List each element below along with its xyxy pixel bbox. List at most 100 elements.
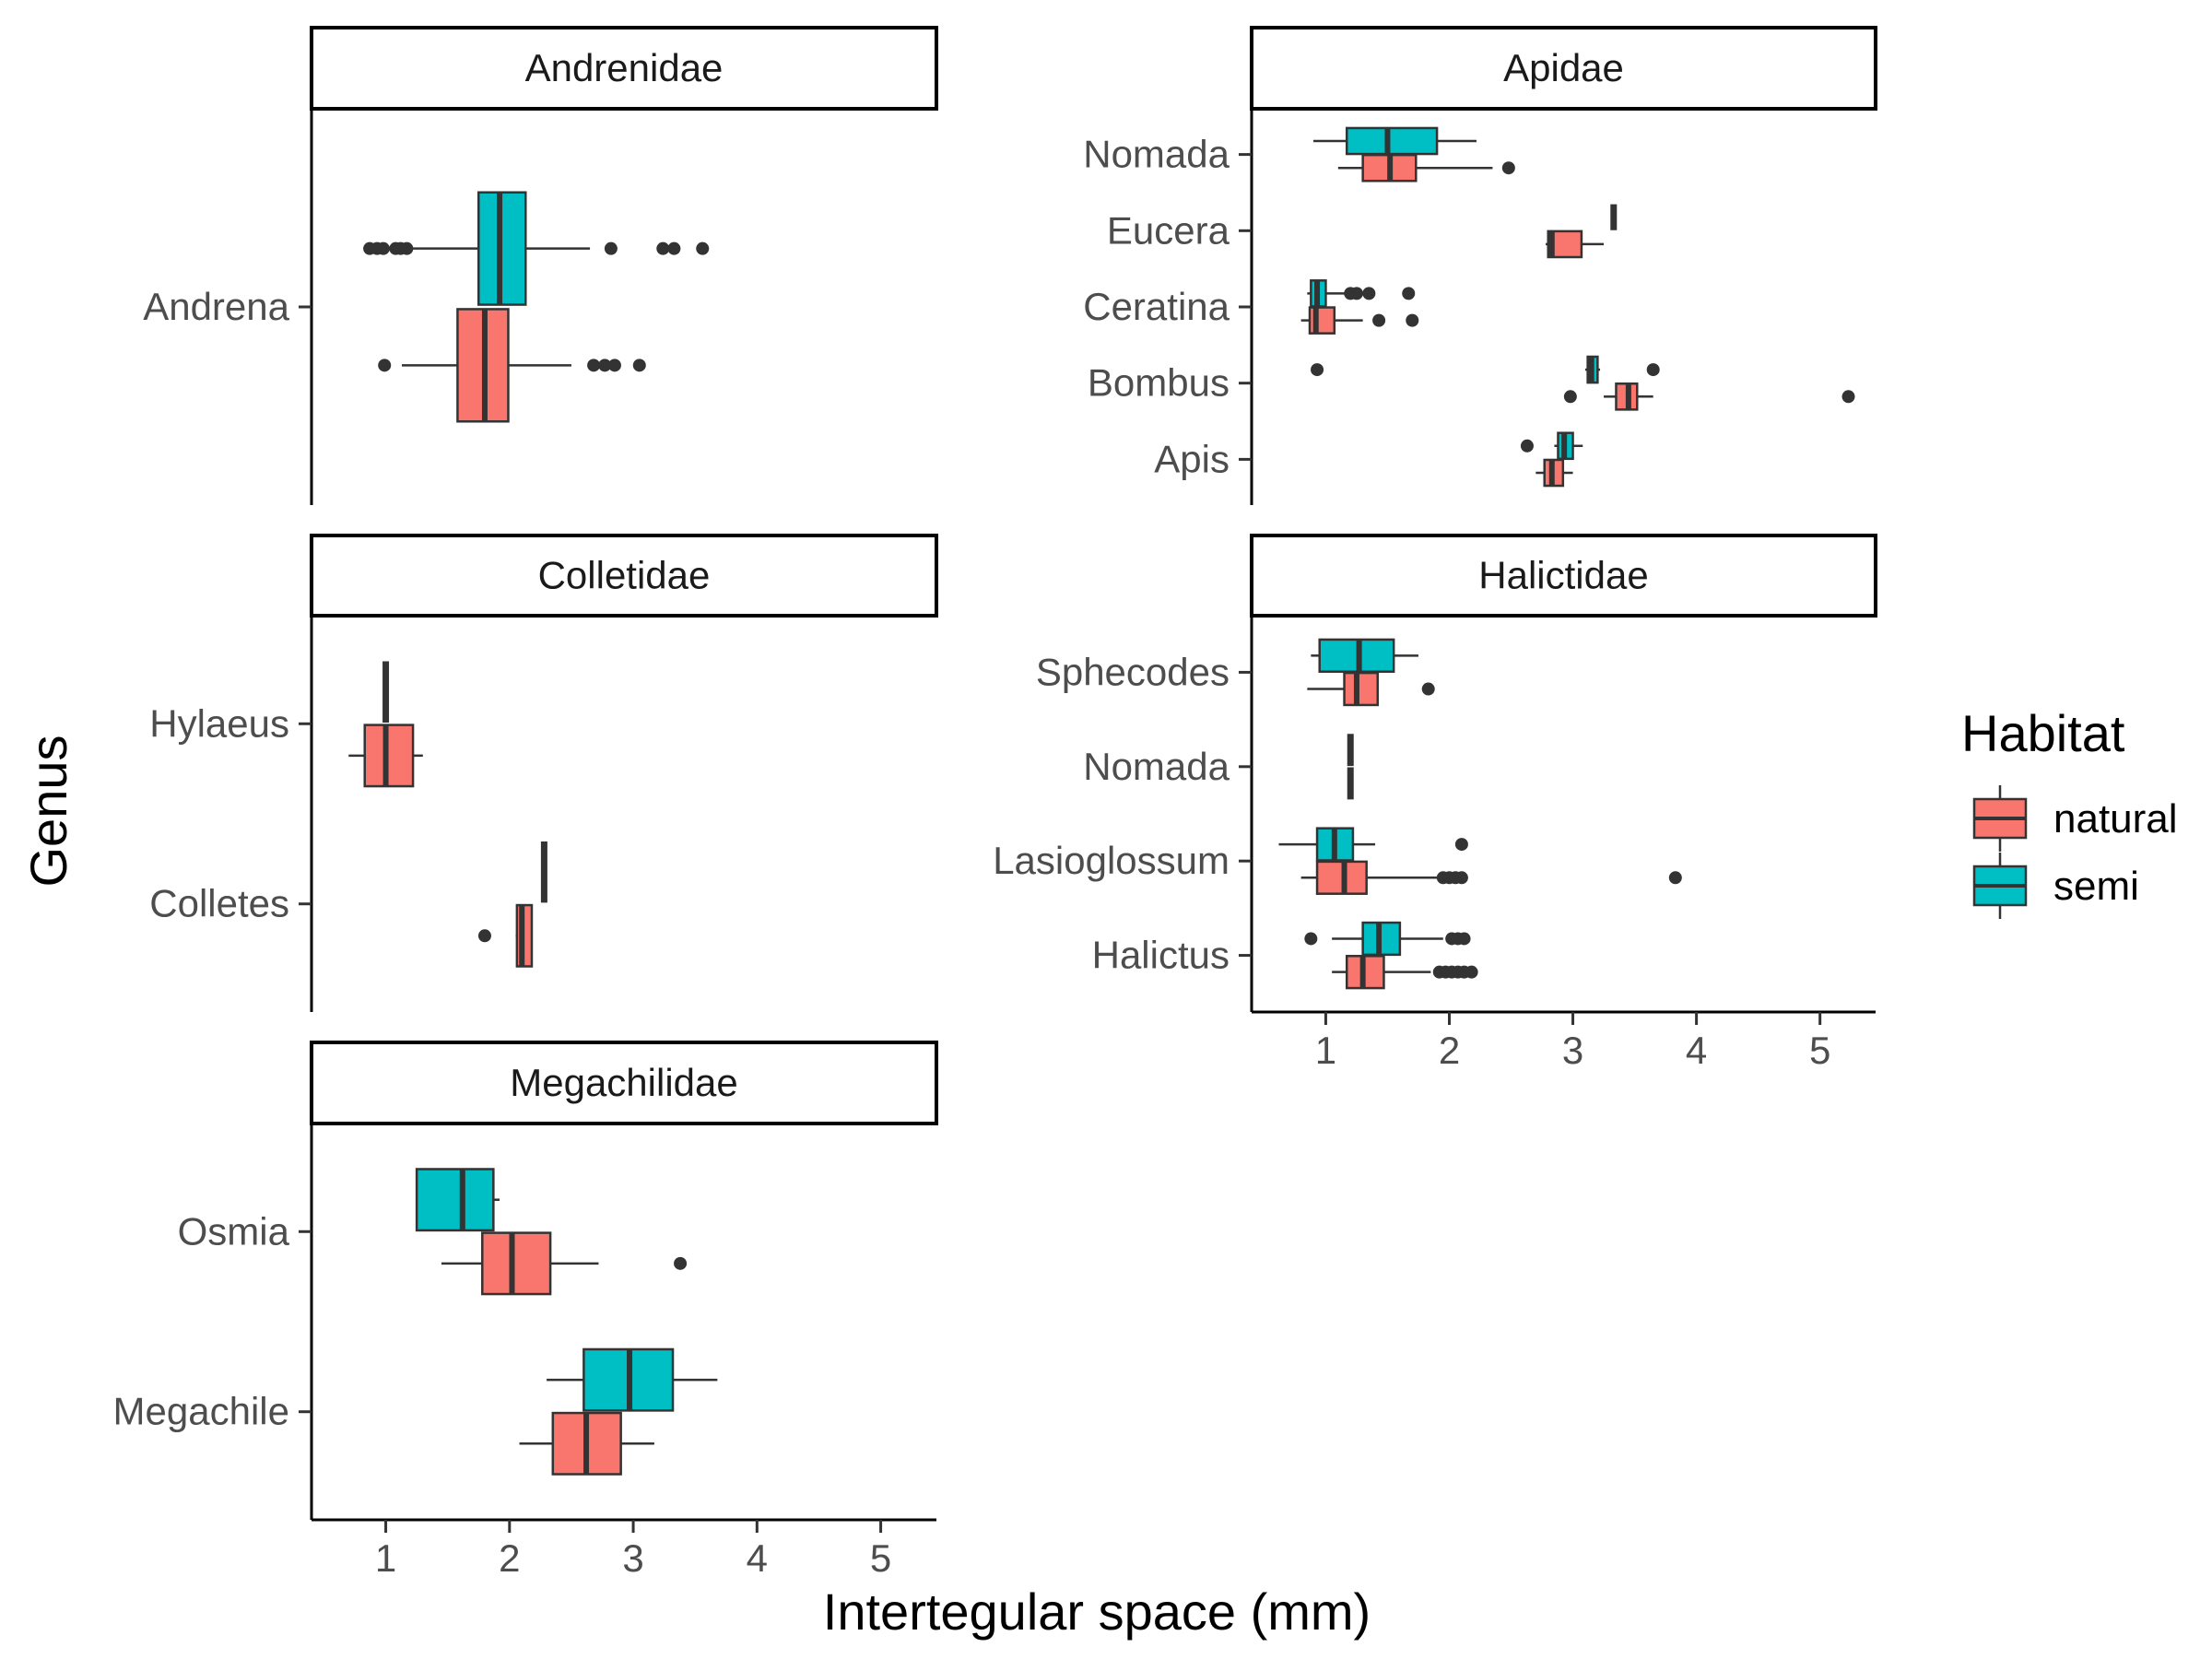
x-tick-label-megachilidae-3: 3 [622, 1536, 643, 1580]
panel-halictidae: Halictidae Sphecodes Nomada Lasioglossum Hal… [993, 534, 1877, 1072]
y-tick-label-apidae-eucera: Eucera [1107, 208, 1230, 252]
outlier-point [1454, 838, 1468, 852]
box-halictidae-halictus-natural [1332, 955, 1478, 990]
facet-strip-apidae [1250, 26, 1877, 111]
box-halictidae-lasioglossum-semi [1278, 827, 1468, 862]
outlier-point [1372, 313, 1386, 327]
panel-andrenidae: Andrenidae Andrena [143, 26, 938, 505]
facet-label-andrenidae: Andrenidae [525, 46, 724, 89]
box-halictidae-sphecodes-natural [1307, 671, 1435, 707]
outlier-point [656, 241, 670, 255]
x-axis-title: Intertegular space (mm) [823, 1583, 1371, 1641]
box-halictidae-halictus-semi [1304, 921, 1471, 957]
iqr-box [1343, 671, 1379, 707]
outlier-point [1563, 390, 1577, 404]
facet-label-colletidae: Colletidae [538, 554, 711, 597]
y-tick-label-colletidae-hylaeus: Hylaeus [149, 701, 289, 745]
outlier-point [1406, 313, 1419, 327]
iqr-box [1345, 126, 1439, 156]
outlier-point [1349, 287, 1363, 300]
legend-item-semi: semi [1972, 853, 2139, 919]
box-megachilidae-megachile-semi [547, 1347, 718, 1412]
outlier-point [1311, 363, 1324, 377]
legend-label-natural: natural [2053, 796, 2178, 841]
legend-items: natural semi [1972, 785, 2178, 919]
facet-strip-colletidae [310, 534, 938, 618]
x-tick-label-halictidae-4: 4 [1686, 1029, 1707, 1072]
box-colletidae-colletes-natural [477, 903, 534, 968]
iqr-box [481, 1231, 552, 1296]
box-apidae-ceratina-natural [1300, 306, 1419, 335]
outlier-point [587, 359, 601, 372]
panel-megachilidae: Megachilidae Osmia Megachile 1 2 3 4 5 [113, 1041, 938, 1580]
facet-strip-halictidae [1250, 534, 1877, 618]
y-tick-label-apidae-apis: Apis [1154, 437, 1230, 480]
panel-colletidae: Colletidae Hylaeus Colletes [149, 534, 938, 1012]
box-apidae-apis-natural [1535, 458, 1573, 488]
box-apidae-bombus-semi [1311, 355, 1660, 384]
y-tick-label-halictidae-lasioglossum: Lasioglossum [993, 839, 1230, 882]
outlier-point [696, 241, 710, 255]
x-tick-label-halictidae-1: 1 [1315, 1029, 1336, 1072]
legend-label-semi: semi [2053, 864, 2139, 909]
box-andrenidae-andrena-semi [363, 191, 710, 306]
facet-strip-andrenidae [310, 26, 938, 111]
box-colletidae-hylaeus-natural [348, 724, 423, 788]
outlier-point [400, 241, 414, 255]
box-megachilidae-osmia-natural [441, 1231, 688, 1296]
box-apidae-eucera-natural [1546, 229, 1605, 259]
legend-title: Habitat [1961, 704, 2125, 762]
outlier-point [1402, 287, 1416, 300]
outlier-point [1362, 287, 1376, 300]
facet-label-apidae: Apidae [1503, 46, 1624, 89]
y-tick-label-megachilidae-osmia: Osmia [178, 1209, 290, 1253]
outlier-point [1646, 363, 1660, 377]
x-tick-label-megachilidae-1: 1 [375, 1536, 396, 1580]
outlier-point [1841, 390, 1855, 404]
outlier-point [376, 241, 390, 255]
x-tick-label-megachilidae-5: 5 [870, 1536, 891, 1580]
y-tick-label-halictidae-nomada: Nomada [1083, 745, 1230, 788]
iqr-box [363, 724, 415, 788]
y-tick-label-apidae-bombus: Bombus [1088, 361, 1230, 405]
outlier-point [1501, 161, 1515, 175]
outlier-point [378, 359, 392, 372]
outlier-point [477, 929, 491, 943]
box-apidae-apis-semi [1520, 431, 1583, 461]
outlier-point [1421, 682, 1435, 696]
x-tick-label-halictidae-2: 2 [1439, 1029, 1460, 1072]
panel-apidae: Apidae Nomada Eucera Ceratina Bombus Apis [1083, 26, 1877, 505]
y-tick-label-halictidae-halictus: Halictus [1092, 934, 1230, 977]
outlier-point [1465, 965, 1478, 979]
outlier-point [598, 359, 612, 372]
box-apidae-ceratina-semi [1307, 279, 1416, 308]
y-tick-label-megachilidae-megachile: Megachile [113, 1390, 289, 1433]
outlier-point [667, 241, 681, 255]
x-tick-label-megachilidae-2: 2 [499, 1536, 520, 1580]
y-tick-label-andrenidae-andrena: Andrena [143, 285, 289, 328]
y-tick-label-apidae-nomada: Nomada [1083, 133, 1230, 176]
box-apidae-nomada-semi [1313, 126, 1477, 156]
outlier-point [1668, 871, 1682, 885]
x-tick-label-halictidae-5: 5 [1809, 1029, 1830, 1072]
outlier-point [674, 1256, 688, 1270]
x-tick-label-megachilidae-4: 4 [747, 1536, 768, 1580]
panels-layer: Andrenidae Andrena Apidae Nomada Eucera Cerat… [113, 26, 1877, 1580]
y-tick-label-apidae-ceratina: Ceratina [1083, 285, 1230, 328]
outlier-point [1457, 932, 1471, 946]
box-halictidae-lasioglossum-natural [1300, 860, 1682, 895]
outlier-point [607, 359, 621, 372]
outlier-point [632, 359, 646, 372]
facet-label-megachilidae: Megachilidae [510, 1061, 738, 1104]
legend-item-natural: natural [1972, 785, 2178, 852]
outlier-point [1520, 439, 1534, 453]
legend: Habitat natural semi [1961, 704, 2178, 919]
box-halictidae-sphecodes-semi [1311, 638, 1418, 673]
outlier-point [604, 241, 618, 255]
box-megachilidae-osmia-semi [415, 1168, 500, 1232]
outlier-point [1454, 871, 1468, 885]
outlier-point [1304, 932, 1318, 946]
box-megachilidae-megachile-natural [519, 1411, 654, 1476]
iqr-box [415, 1168, 495, 1232]
